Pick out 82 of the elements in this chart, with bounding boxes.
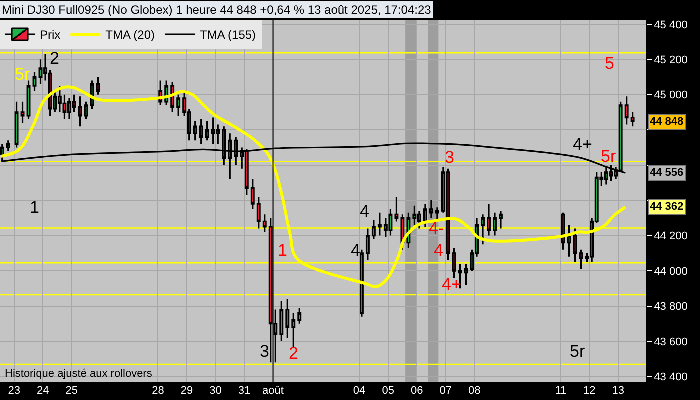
candlestick <box>280 300 284 342</box>
y-tick-label: 44 200 <box>654 230 688 243</box>
candlestick <box>493 212 497 237</box>
candlestick <box>464 263 468 286</box>
annotation: Historique ajusté aux rollovers <box>5 368 153 380</box>
x-tick-label: 23 <box>8 385 21 397</box>
candlestick <box>481 214 485 246</box>
annotation: 1 <box>30 198 40 217</box>
annotation: 2 <box>50 49 60 68</box>
candlestick <box>286 298 290 339</box>
candlestick <box>26 80 31 120</box>
annotation: 4+ <box>442 275 462 294</box>
y-tick-label: 45 000 <box>654 90 688 102</box>
candlestick <box>256 196 261 230</box>
candlestick <box>14 101 19 149</box>
x-tick-label: 25 <box>66 385 78 397</box>
candlestick <box>84 101 88 120</box>
candlestick <box>372 219 376 240</box>
candlestick <box>250 178 255 210</box>
annotation: 4 <box>360 202 370 221</box>
candlestick <box>573 228 578 264</box>
candlestick <box>424 203 428 228</box>
candlestick <box>499 210 503 230</box>
y-tick-label: 43 600 <box>654 336 688 348</box>
candlestick <box>487 203 491 237</box>
x-tick-label: 07 <box>440 385 452 397</box>
legend-label: Prix <box>40 28 61 42</box>
candlestick <box>378 212 382 237</box>
annotation: 4 <box>434 241 444 260</box>
x-tick-label: août <box>262 385 284 397</box>
annotation: 3 <box>260 342 270 361</box>
annotation: 44 556 <box>650 167 684 179</box>
candlestick <box>78 96 82 128</box>
x-tick-label: 04 <box>353 385 366 397</box>
annotation: 5r <box>15 65 30 84</box>
candlestick <box>96 76 100 96</box>
x-tick-label: 13 <box>612 385 625 397</box>
y-tick-label: 45 400 <box>654 19 688 32</box>
candlestick <box>624 96 629 126</box>
x-tick-label: 30 <box>210 385 222 397</box>
annotation: 5r <box>570 342 586 361</box>
annotation: 4+ <box>573 135 592 154</box>
candlestick <box>452 247 456 279</box>
y-tick-label: 43 400 <box>654 372 688 384</box>
candlestick <box>360 249 364 318</box>
candlestick <box>394 196 399 222</box>
candlestick <box>32 71 37 92</box>
annotation: 1 <box>278 241 288 260</box>
candlestick <box>366 228 370 262</box>
candlestick <box>205 120 210 142</box>
candlestick <box>298 307 302 325</box>
legend-label: TMA (20) <box>106 28 156 42</box>
x-tick-label: 29 <box>180 385 194 397</box>
annotation: 5 <box>605 54 614 73</box>
candlestick <box>579 249 584 270</box>
candlestick <box>561 212 566 251</box>
candlestick <box>193 120 198 142</box>
annotation: 4 <box>351 241 360 260</box>
candlestick <box>199 118 204 145</box>
candlestick <box>429 200 434 219</box>
annotation: 44 848 <box>650 116 684 128</box>
candlestick <box>630 112 635 128</box>
candlestick <box>262 214 267 234</box>
y-tick-label: 45 200 <box>654 54 688 66</box>
candlestick <box>176 94 181 117</box>
y-tick-label: 44 000 <box>654 266 688 278</box>
legend-label: TMA (155) <box>200 28 256 42</box>
annotation: 44 362 <box>650 201 684 213</box>
y-tick-label: 43 800 <box>654 301 688 314</box>
x-tick-label: 12 <box>584 385 596 397</box>
annotation: 2 <box>289 344 298 363</box>
candlestick <box>6 140 10 152</box>
x-tick-label: 11 <box>555 385 567 397</box>
x-tick-label: 31 <box>238 385 251 397</box>
chart-title: Mini DJ30 Full0925 (No Globex) 1 heure 44 848 +0,64 % 13 août 2025, 17:04:23 <box>2 3 432 17</box>
x-tick-label: 24 <box>37 385 50 397</box>
x-tick-label: 08 <box>468 385 481 397</box>
candlestick <box>567 224 572 258</box>
candlestick <box>20 101 25 124</box>
x-tick-label: 06 <box>410 385 424 397</box>
x-tick-label: 28 <box>152 385 164 397</box>
x-tick-label: 05 <box>382 385 394 397</box>
